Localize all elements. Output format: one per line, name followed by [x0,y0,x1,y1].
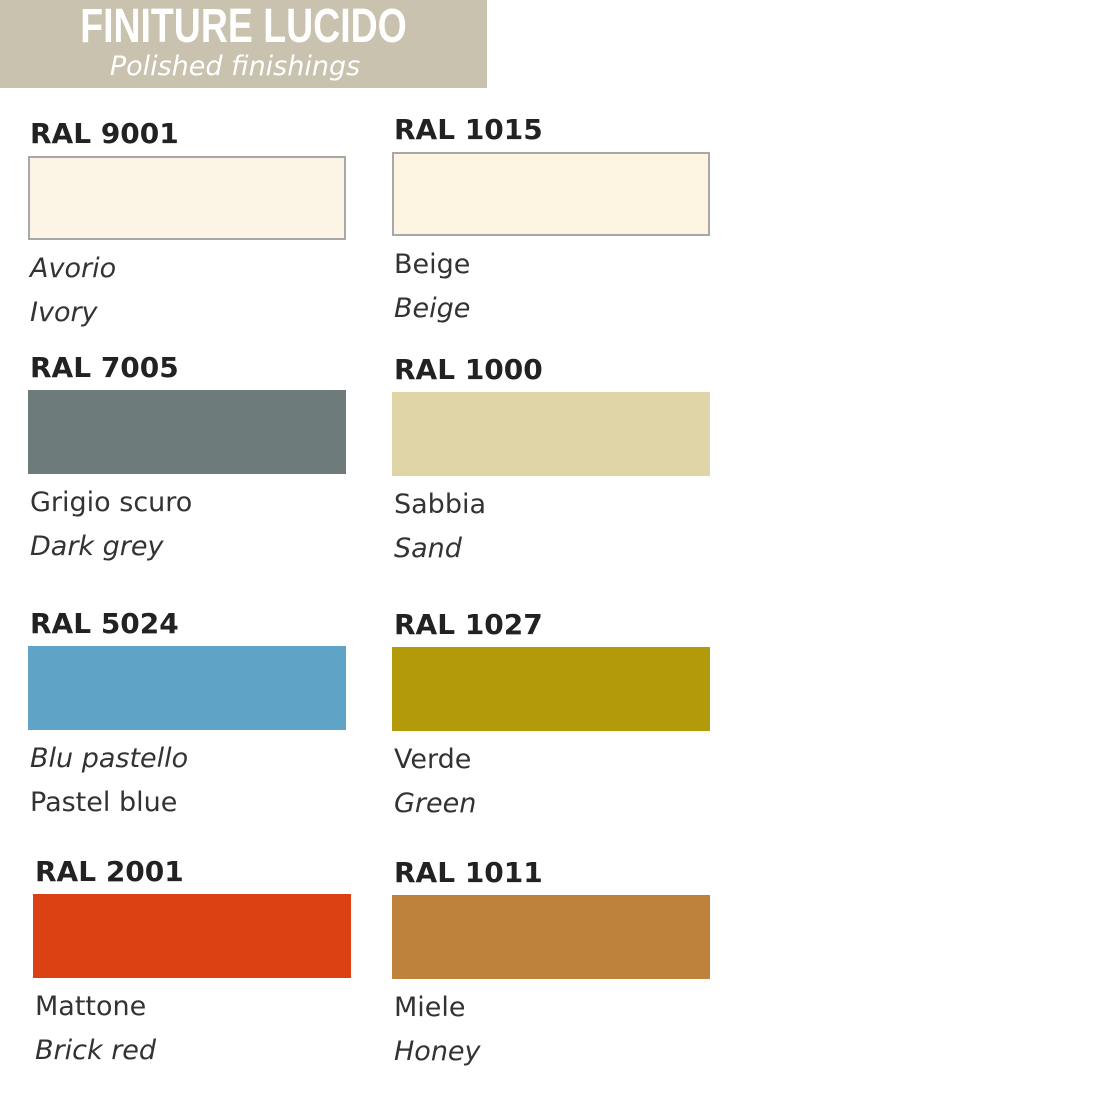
swatch-card: RAL 1027 Verde Green [392,609,712,820]
name-italian: Miele [394,992,466,1023]
page-title: FINITURE LUCIDO [80,0,407,53]
name-italian: Beige [394,249,471,280]
swatch-card: RAL 5024 Blu pastello Pastel blue [28,608,348,819]
name-italian: Blu pastello [30,743,189,774]
ral-code: RAL 2001 [35,855,184,888]
name-italian: Mattone [35,991,147,1022]
swatch-card: RAL 1011 Miele Honey [392,857,712,1068]
color-swatch [28,390,346,474]
name-english: Beige [394,293,471,324]
page-subtitle: Polished finishings [109,51,361,82]
color-swatch [33,894,351,978]
swatch-card: RAL 9001 Avorio Ivory [28,118,348,329]
name-italian: Avorio [30,253,117,284]
name-english: Ivory [30,297,98,328]
name-english: Honey [394,1036,481,1067]
name-english: Pastel blue [30,787,178,818]
swatch-card: RAL 7005 Grigio scuro Dark grey [28,352,348,563]
ral-code: RAL 9001 [30,117,179,150]
swatch-card: RAL 2001 Mattone Brick red [33,856,353,1067]
ral-code: RAL 5024 [30,607,179,640]
swatch-card: RAL 1015 Beige Beige [392,114,712,325]
name-english: Dark grey [30,531,164,562]
color-swatch [392,895,710,979]
name-english: Sand [394,533,462,564]
color-swatch [392,392,710,476]
ral-code: RAL 7005 [30,351,179,384]
color-swatch [392,152,710,236]
ral-code: RAL 1027 [394,608,543,641]
name-english: Green [394,788,477,819]
name-italian: Sabbia [394,489,487,520]
swatch-card: RAL 1000 Sabbia Sand [392,354,712,565]
ral-code: RAL 1000 [394,353,543,386]
name-italian: Verde [394,744,472,775]
color-swatch [28,156,346,240]
name-english: Brick red [35,1035,157,1066]
color-swatch [392,647,710,731]
color-swatch [28,646,346,730]
ral-code: RAL 1015 [394,113,543,146]
header-banner: FINITURE LUCIDO Polished finishings [0,0,487,88]
name-italian: Grigio scuro [30,487,193,518]
ral-code: RAL 1011 [394,856,543,889]
